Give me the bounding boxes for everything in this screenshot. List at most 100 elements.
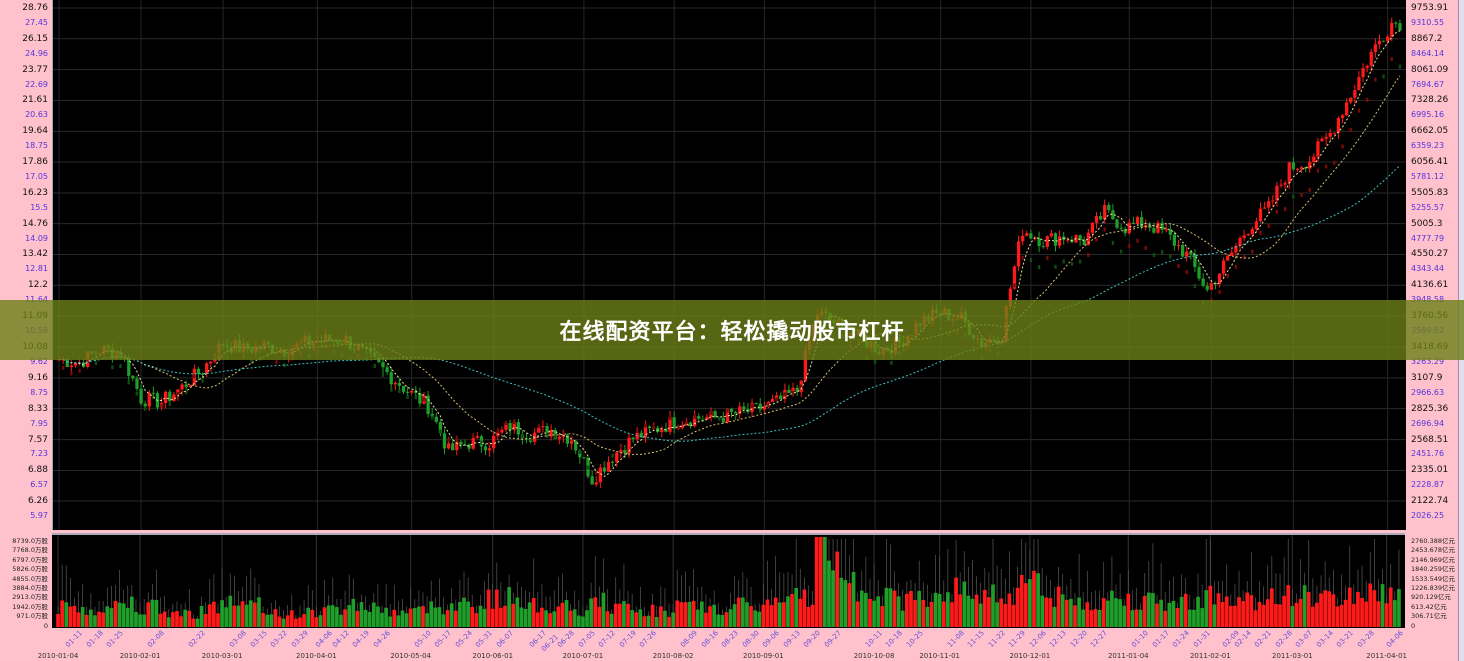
candle-body bbox=[1353, 90, 1357, 98]
candle-body bbox=[729, 408, 734, 412]
index-candle bbox=[619, 443, 623, 448]
volume-axis-tick: 2146.969亿元 bbox=[1411, 555, 1456, 564]
volume-bar bbox=[1290, 606, 1295, 627]
volume-bar bbox=[400, 610, 405, 627]
volume-bar bbox=[125, 607, 130, 627]
volume-bar bbox=[478, 605, 483, 627]
candle-body bbox=[1262, 207, 1267, 209]
left-axis-tick: 20.63 bbox=[25, 110, 48, 120]
volume-bar bbox=[880, 606, 885, 627]
right-axis-tick: 8061.09 bbox=[1411, 64, 1449, 75]
ad-banner[interactable]: 在线配资平台：轻松撬动股市杠杆 bbox=[0, 300, 1464, 360]
volume-bar bbox=[462, 597, 466, 627]
candle-body bbox=[578, 450, 582, 458]
candle-body bbox=[455, 441, 459, 451]
candle-body bbox=[1164, 229, 1168, 231]
volume-bar bbox=[216, 613, 220, 627]
index-candle bbox=[767, 402, 770, 407]
volume-bar bbox=[1097, 609, 1102, 627]
candle-body bbox=[1271, 200, 1275, 202]
volume-bar bbox=[207, 604, 212, 627]
candle-body bbox=[1205, 285, 1209, 290]
right-axis-tick: 5505.83 bbox=[1411, 187, 1449, 198]
volume-bar bbox=[667, 616, 671, 627]
left-axis-tick: 12.81 bbox=[25, 264, 48, 274]
candle-body bbox=[492, 435, 496, 449]
volume-bar bbox=[175, 611, 179, 627]
volume-axis-tick: 3884.0万股 bbox=[12, 584, 48, 592]
index-candle bbox=[86, 358, 89, 363]
x-axis-tick: 02-08 bbox=[146, 629, 167, 650]
volume-bar bbox=[1019, 575, 1024, 627]
volume-bar bbox=[486, 589, 491, 627]
volume-bar bbox=[433, 607, 438, 627]
x-axis-month-tick: 2010-06-01 bbox=[472, 652, 514, 660]
left-axis-tick: 12.2 bbox=[27, 280, 48, 291]
volume-bar bbox=[1380, 584, 1385, 627]
index-candle bbox=[562, 431, 565, 436]
candle-body bbox=[697, 416, 701, 419]
candle-body bbox=[791, 387, 795, 394]
left-axis-tick: 26.15 bbox=[22, 33, 48, 44]
index-candle bbox=[1193, 283, 1197, 288]
index-candle bbox=[873, 359, 877, 364]
volume-bar bbox=[900, 610, 905, 627]
volume-bar bbox=[1351, 604, 1356, 627]
index-candle bbox=[1062, 259, 1065, 264]
candle-body bbox=[381, 362, 385, 368]
candle-body bbox=[1340, 115, 1345, 119]
volume-bar bbox=[507, 587, 511, 627]
candle-body bbox=[1090, 222, 1095, 233]
candle-body bbox=[602, 467, 607, 472]
index-candle bbox=[726, 408, 729, 413]
right-axis-tick: 6995.16 bbox=[1411, 110, 1445, 120]
volume-bar bbox=[843, 580, 848, 627]
candle-body bbox=[196, 368, 201, 374]
index-candle bbox=[1267, 223, 1270, 228]
candle-body bbox=[565, 435, 570, 444]
index-candle bbox=[750, 403, 754, 408]
x-axis-tick: 02-28 bbox=[1273, 629, 1294, 650]
volume-bar bbox=[392, 609, 397, 627]
x-axis-tick: 03-29 bbox=[289, 629, 310, 650]
volume-bar bbox=[80, 607, 85, 627]
left-axis-tick: 7.23 bbox=[30, 449, 48, 459]
candle-body bbox=[606, 461, 611, 472]
x-axis-month-tick: 2010-03-01 bbox=[201, 652, 243, 660]
volume-bar bbox=[1093, 609, 1098, 627]
candle-body bbox=[1098, 216, 1103, 220]
index-candle bbox=[78, 368, 81, 373]
volume-bar bbox=[773, 597, 778, 627]
volume-bar bbox=[1265, 599, 1270, 627]
volume-bar bbox=[146, 602, 151, 627]
x-axis-tick: 12-13 bbox=[1048, 629, 1069, 650]
volume-bar bbox=[962, 581, 967, 627]
volume-bar bbox=[552, 611, 557, 627]
volume-bar bbox=[1397, 589, 1401, 627]
volume-bar bbox=[732, 604, 737, 627]
index-candle bbox=[1021, 255, 1024, 260]
candle-body bbox=[1209, 283, 1213, 290]
volume-bar bbox=[1220, 602, 1225, 627]
right-axis-tick: 5781.12 bbox=[1411, 172, 1445, 182]
volume-bar bbox=[519, 607, 524, 627]
volume-bar bbox=[835, 551, 840, 627]
right-axis-tick: 4777.79 bbox=[1411, 233, 1445, 243]
x-axis-tick: 04-06 bbox=[314, 629, 335, 650]
volume-bar bbox=[240, 601, 245, 627]
volume-bar bbox=[1384, 603, 1389, 627]
candle-body bbox=[1275, 185, 1279, 201]
right-axis-tick: 2122.74 bbox=[1411, 496, 1449, 506]
x-axis-tick: 08-30 bbox=[740, 629, 761, 650]
index-candle bbox=[1144, 246, 1147, 251]
candle-body bbox=[73, 363, 78, 366]
volume-axis-tick: 0 bbox=[1411, 621, 1416, 630]
volume-bar bbox=[1315, 602, 1319, 627]
x-axis-tick: 09-13 bbox=[781, 629, 802, 650]
volume-bar bbox=[1007, 593, 1012, 627]
candle-body bbox=[1398, 23, 1402, 31]
volume-bar bbox=[1073, 605, 1077, 627]
candle-body bbox=[803, 349, 808, 381]
candle-body bbox=[147, 392, 151, 407]
candle-body bbox=[569, 440, 574, 444]
